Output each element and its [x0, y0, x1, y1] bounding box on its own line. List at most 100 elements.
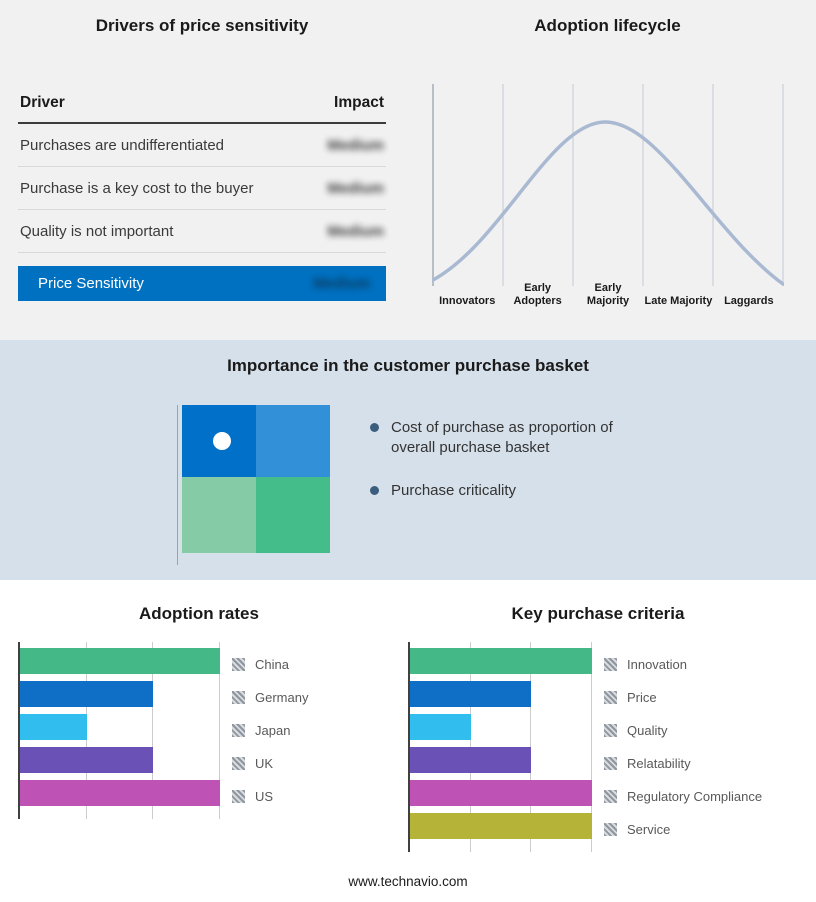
table-header: Driver Impact: [18, 88, 386, 124]
quadrant-cell-bottom-right: [256, 477, 330, 553]
legend-label: Regulatory Compliance: [627, 789, 763, 804]
bar-service: [410, 813, 592, 839]
legend-item: Innovation: [604, 648, 762, 681]
legend-swatch-icon: [232, 790, 245, 803]
purchase-basket-bullets: Cost of purchase as proportion of overal…: [370, 418, 650, 525]
website-url: www.technavio.com: [348, 874, 468, 889]
bullet-icon: [370, 486, 379, 495]
legend-swatch-icon: [232, 724, 245, 737]
adoption-rates-title: Adoption rates: [139, 604, 259, 623]
quadrant-cell-top-right: [256, 405, 330, 477]
bar-us: [20, 780, 220, 806]
lifecycle-stage-labels: Innovators Early Adopters Early Majority La…: [432, 282, 784, 308]
legend-item: Service: [604, 813, 762, 846]
legend-label: UK: [255, 756, 274, 771]
legend-swatch-icon: [604, 691, 617, 704]
impact-cell: Medium: [327, 179, 384, 197]
purchase-basket-section: Importance in the customer purchase bask…: [0, 340, 816, 580]
legend-label: Japan: [255, 723, 291, 738]
lifecycle-stage-label: Laggards: [724, 295, 774, 308]
top-section: Drivers of price sensitivity Driver Impa…: [0, 0, 816, 340]
purchase-basket-quadrant: [182, 405, 330, 553]
legend-item: Germany: [232, 681, 308, 714]
legend-item: US: [232, 780, 308, 813]
key-purchase-criteria-chart: Key purchase criteria Innovation Price Qua…: [408, 604, 788, 852]
legend-swatch-icon: [604, 823, 617, 836]
bar-germany: [20, 681, 154, 707]
quadrant-cell-bottom-left: [182, 477, 256, 553]
bar-japan: [20, 714, 87, 740]
bar-relatability: [410, 747, 532, 773]
lifecycle-stage-label: Innovators: [439, 295, 496, 308]
driver-column-header: Driver: [20, 94, 65, 111]
driver-cell: Purchases are undifferentiated: [20, 136, 225, 154]
price-sensitivity-row: Purchases are undifferentiated Medium: [18, 124, 386, 167]
bullet-text: Cost of purchase as proportion of overal…: [391, 419, 613, 456]
price-sensitivity-highlight-row: Price Sensitivity Medium: [18, 266, 386, 301]
legend-swatch-icon: [232, 691, 245, 704]
legend-item: China: [232, 648, 308, 681]
legend-item: Relatability: [604, 747, 762, 780]
gridline: [591, 642, 592, 852]
adoption-rates-plot: [18, 642, 220, 819]
legend-label: Service: [627, 822, 671, 837]
legend-label: China: [255, 657, 289, 672]
bar-innovation: [410, 648, 592, 674]
gridline: [219, 642, 220, 819]
legend-swatch-icon: [232, 757, 245, 770]
bar-uk: [20, 747, 154, 773]
adoption-lifecycle-title: Adoption lifecycle: [534, 16, 681, 35]
legend-label: Relatability: [627, 756, 691, 771]
bar-price: [410, 681, 532, 707]
quadrant-axis-line: [177, 405, 178, 565]
lifecycle-stage-label: Early Adopters: [513, 282, 562, 308]
adoption-lifecycle-curve: [432, 84, 784, 286]
bullet-item: Purchase criticality: [370, 481, 650, 501]
highlight-driver-cell: Price Sensitivity: [38, 275, 144, 292]
legend-label: Germany: [255, 690, 309, 705]
key-purchase-criteria-legend: Innovation Price Quality Relatability Regula…: [604, 642, 762, 852]
legend-item: Japan: [232, 714, 308, 747]
legend-swatch-icon: [604, 790, 617, 803]
purchase-basket-title: Importance in the customer purchase bask…: [227, 356, 589, 375]
legend-label: Innovation: [627, 657, 687, 672]
impact-column-header: Impact: [334, 94, 384, 111]
bullet-item: Cost of purchase as proportion of overal…: [370, 418, 650, 457]
highlight-impact-cell: Medium: [313, 275, 370, 292]
charts-section: Adoption rates China Germany Japan UK US Key…: [0, 580, 816, 902]
price-sensitivity-row: Purchase is a key cost to the buyer Mediu…: [18, 167, 386, 210]
legend-label: Quality: [627, 723, 668, 738]
legend-swatch-icon: [604, 658, 617, 671]
lifecycle-stage-label: Early Majority: [586, 282, 630, 308]
key-purchase-criteria-plot: [408, 642, 592, 852]
lifecycle-stage-label: Late Majority: [644, 295, 713, 308]
impact-cell: Medium: [327, 222, 384, 240]
bar-regulatory-compliance: [410, 780, 592, 806]
legend-item: UK: [232, 747, 308, 780]
position-dot: [213, 432, 231, 450]
bar-china: [20, 648, 220, 674]
legend-item: Quality: [604, 714, 762, 747]
bullet-text: Purchase criticality: [391, 482, 517, 499]
impact-cell: Medium: [327, 136, 384, 154]
driver-cell: Purchase is a key cost to the buyer: [20, 179, 254, 197]
driver-cell: Quality is not important: [20, 222, 174, 240]
legend-swatch-icon: [604, 724, 617, 737]
table-rows: Purchases are undifferentiated Medium Purc…: [18, 124, 386, 253]
adoption-rates-legend: China Germany Japan UK US: [232, 642, 308, 819]
bullet-icon: [370, 423, 379, 432]
key-purchase-criteria-title: Key purchase criteria: [511, 604, 685, 623]
legend-item: Regulatory Compliance: [604, 780, 762, 813]
price-sensitivity-title: Drivers of price sensitivity: [95, 16, 309, 35]
legend-label: Price: [627, 690, 657, 705]
legend-item: Price: [604, 681, 762, 714]
legend-label: US: [255, 789, 274, 804]
legend-swatch-icon: [604, 757, 617, 770]
price-sensitivity-table: Driver Impact Purchases are undifferenti…: [18, 88, 386, 301]
gridline: [152, 642, 154, 819]
price-sensitivity-row: Quality is not important Medium: [18, 210, 386, 253]
adoption-rates-chart: Adoption rates China Germany Japan UK US: [18, 604, 380, 819]
legend-swatch-icon: [232, 658, 245, 671]
bar-quality: [410, 714, 471, 740]
